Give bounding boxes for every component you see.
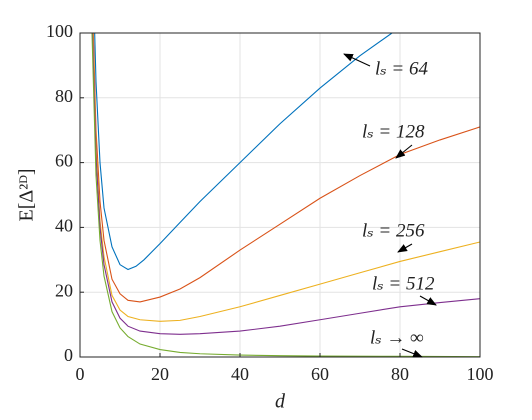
series-line	[92, 33, 480, 322]
x-tick-label: 0	[76, 364, 85, 384]
x-axis-label: d	[275, 391, 286, 413]
series-label: lₛ → ∞	[370, 327, 424, 348]
series-line	[91, 33, 480, 335]
y-tick-label: 40	[55, 216, 73, 236]
annotation-arrow	[419, 295, 437, 306]
x-tick-label: 60	[311, 364, 329, 384]
x-tick-label: 80	[391, 364, 409, 384]
annotation-arrow	[397, 243, 413, 253]
annotation-arrow	[395, 144, 413, 159]
annotation-arrow	[401, 348, 423, 358]
series-label: lₛ = 256	[362, 220, 425, 241]
series-label: lₛ = 64	[375, 58, 429, 79]
x-tick-label: 20	[151, 364, 169, 384]
annotation-arrow	[343, 53, 371, 67]
y-tick-label: 60	[55, 151, 73, 171]
y-tick-label: 80	[55, 86, 73, 106]
y-tick-label: 100	[46, 21, 73, 41]
y-tick-label: 0	[64, 345, 73, 365]
x-tick-label: 100	[467, 364, 494, 384]
plot-frame	[79, 32, 481, 358]
series-label: lₛ = 128	[362, 121, 425, 142]
series-line	[92, 33, 480, 303]
series-label: lₛ = 512	[372, 273, 435, 294]
series-line	[91, 33, 480, 357]
y-tick-label: 20	[55, 280, 73, 300]
x-tick-label: 40	[231, 364, 249, 384]
series-line	[94, 33, 393, 271]
y-axis-label: E[Δ²ᴰ]	[16, 169, 38, 222]
